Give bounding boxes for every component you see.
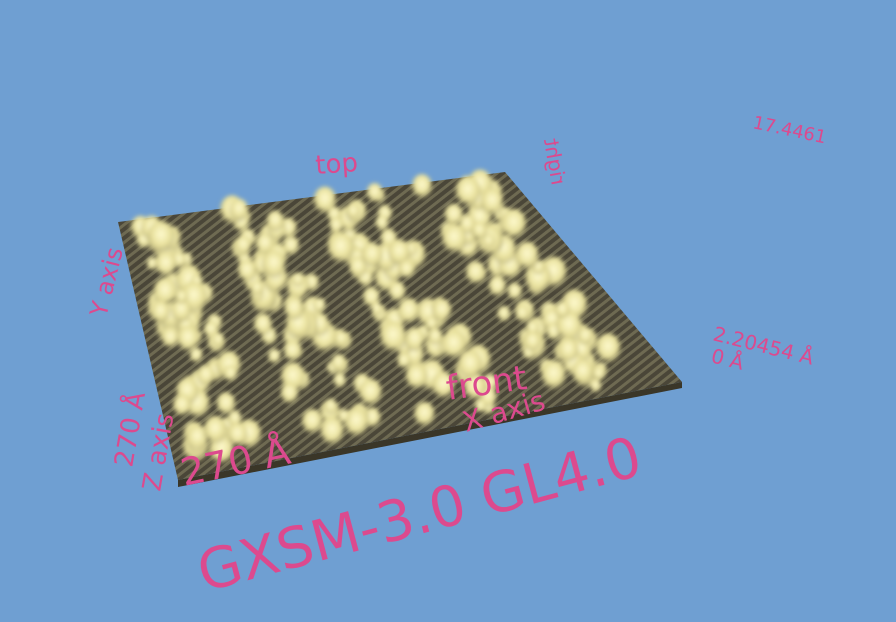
surface-bump <box>480 188 504 217</box>
surface-bump <box>152 277 178 308</box>
surface-bump <box>203 416 227 445</box>
surface-bump <box>592 365 606 382</box>
surface-bump <box>253 313 273 337</box>
surface-bump <box>514 241 540 272</box>
surface-bump <box>175 289 188 305</box>
surface-bump <box>431 298 453 323</box>
surface-bump <box>557 337 579 364</box>
surface-bump <box>379 320 407 354</box>
surface-bump <box>147 220 175 254</box>
surface-bump <box>328 216 344 235</box>
surface-bump <box>554 301 570 320</box>
surface-bump <box>279 382 299 406</box>
surface-bump <box>267 348 282 365</box>
surface-bump <box>337 408 350 424</box>
surface-bump <box>323 398 338 415</box>
surface-bump <box>215 392 236 417</box>
surface-bump <box>594 333 622 365</box>
surface-bump <box>236 259 257 284</box>
surface-bump <box>332 372 347 389</box>
surface-bump <box>170 298 192 324</box>
surface-bump <box>431 371 456 401</box>
surface-bump <box>196 364 215 387</box>
surface-bump <box>250 279 264 297</box>
surface-bump <box>398 259 415 280</box>
surface-bump <box>223 365 238 383</box>
surface-bump <box>496 305 511 323</box>
surface-bump <box>348 255 368 279</box>
surface-bump <box>227 422 248 448</box>
surface-bump <box>454 176 481 208</box>
surface-bump <box>404 327 426 353</box>
surface-bump <box>413 401 436 428</box>
surface-bump <box>330 353 347 373</box>
surface-bump <box>234 235 252 256</box>
surface-bump <box>506 282 523 302</box>
surface-bump <box>176 325 200 354</box>
surface-bump <box>515 304 530 323</box>
surface-bump <box>361 242 383 269</box>
surface-bump <box>487 275 507 298</box>
surface-bump <box>282 339 302 363</box>
surface-edge <box>178 382 682 487</box>
surface-bump <box>283 296 305 322</box>
surface-bump <box>185 424 209 452</box>
surface-bump <box>266 210 285 233</box>
surface-bump <box>388 281 407 303</box>
surface-bump <box>211 332 225 348</box>
surface-bump <box>571 359 595 387</box>
surface-bump <box>524 262 552 296</box>
surface-bump <box>397 297 421 326</box>
surface-bump <box>482 233 495 249</box>
surface-bump <box>366 182 384 204</box>
surface-bump <box>374 215 389 232</box>
surface-bump <box>577 326 594 346</box>
surface-bands <box>130 169 622 466</box>
surface-bump <box>500 208 527 241</box>
surface-bump <box>474 398 487 414</box>
surface-bump <box>172 394 192 418</box>
surface-bump <box>312 297 327 314</box>
surface-bump <box>387 239 411 267</box>
surface-bump <box>334 330 349 348</box>
right-label: right <box>539 136 571 187</box>
surface-bump <box>291 272 305 288</box>
surface-bump <box>440 329 467 361</box>
surface-bump <box>411 174 433 200</box>
surface <box>118 169 682 487</box>
surface-bump <box>540 360 567 392</box>
surface-bump <box>523 331 542 353</box>
surface-bump <box>150 300 171 324</box>
surface-bump <box>471 221 488 241</box>
surface-bump <box>425 316 438 332</box>
surface-bump <box>229 198 249 222</box>
surface-bump <box>441 223 468 255</box>
surface-bump <box>404 363 428 391</box>
surface-bump <box>261 250 287 280</box>
surface-bump <box>327 232 355 265</box>
surface-bump <box>465 260 486 286</box>
surface-bump <box>427 327 443 346</box>
surface-bump <box>396 352 412 370</box>
surface-bump <box>443 203 464 228</box>
surface-bump <box>346 203 361 221</box>
surface-bump <box>463 373 487 402</box>
top-label: top <box>314 148 359 181</box>
far-value-label: 17.4461 <box>751 112 828 148</box>
surface-bump <box>319 416 345 447</box>
y-axis-label: Y axis <box>84 244 128 320</box>
surface-bump <box>301 408 324 436</box>
surface-bump <box>160 326 180 350</box>
surface-bump <box>154 251 178 279</box>
surface-bump <box>457 350 483 380</box>
surface-bump <box>370 301 383 317</box>
surface-bump <box>358 378 383 408</box>
surface-bump <box>589 378 602 394</box>
